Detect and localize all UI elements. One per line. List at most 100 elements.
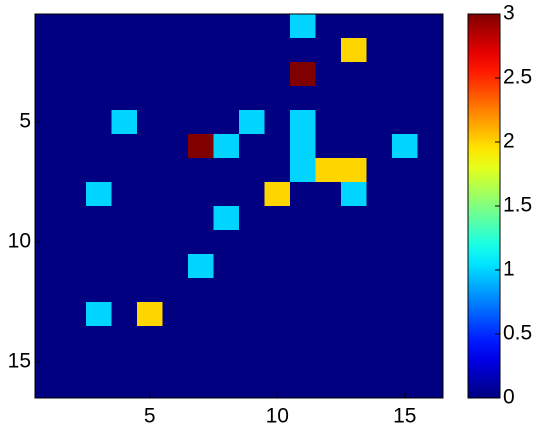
heatmap-cell	[60, 110, 87, 135]
heatmap-cell	[417, 374, 444, 399]
heatmap-cell	[60, 158, 87, 183]
x-tick-label: 5	[144, 405, 156, 428]
heatmap-cell	[366, 254, 393, 279]
heatmap-cell	[366, 158, 393, 183]
heatmap-cell	[341, 278, 367, 303]
heatmap-cell	[188, 326, 214, 351]
heatmap-cell	[86, 134, 112, 159]
heatmap-cell	[366, 14, 393, 39]
heatmap-cell	[417, 62, 444, 87]
heatmap-cell	[188, 62, 214, 87]
heatmap-cell	[188, 254, 214, 279]
heatmap-cell	[341, 110, 367, 135]
heatmap-cell	[290, 38, 316, 63]
heatmap-cell	[366, 134, 393, 159]
heatmap-cell	[366, 86, 393, 111]
heatmap-cell	[290, 14, 316, 39]
heatmap-cell	[60, 254, 87, 279]
y-tick-label: 10	[8, 230, 31, 253]
heatmap-cell	[213, 302, 240, 327]
heatmap-cell	[392, 302, 418, 327]
heatmap-cell	[137, 158, 163, 183]
heatmap-cell	[392, 350, 418, 375]
heatmap-cell	[239, 278, 265, 303]
heatmap-cell	[315, 134, 342, 159]
heatmap-cell	[60, 134, 87, 159]
heatmap-cell	[264, 254, 291, 279]
heatmap-cell	[239, 14, 265, 39]
heatmap-cell	[86, 182, 112, 207]
heatmap-cell	[213, 230, 240, 255]
heatmap-cell	[290, 86, 316, 111]
heatmap-cell	[341, 134, 367, 159]
heatmap-cell	[417, 278, 444, 303]
colorbar-tick-label: 0	[503, 386, 515, 409]
heatmap-cell	[188, 278, 214, 303]
heatmap-cell	[35, 206, 61, 231]
heatmap-cell	[366, 38, 393, 63]
heatmap-cell	[341, 62, 367, 87]
heatmap-cell	[341, 350, 367, 375]
heatmap-cell	[341, 254, 367, 279]
heatmap-cell	[60, 86, 87, 111]
heatmap-cell	[392, 326, 418, 351]
heatmap-cell	[35, 302, 61, 327]
heatmap-cell	[137, 326, 163, 351]
heatmap-cell	[290, 350, 316, 375]
heatmap-cell	[86, 230, 112, 255]
heatmap-cell	[264, 350, 291, 375]
heatmap-cell	[264, 62, 291, 87]
heatmap-cell	[86, 254, 112, 279]
heatmap-cell	[315, 254, 342, 279]
heatmap-cell	[239, 374, 265, 399]
heatmap-cell	[35, 374, 61, 399]
heatmap-cell	[188, 302, 214, 327]
heatmap-cell	[35, 134, 61, 159]
heatmap-cell	[264, 326, 291, 351]
heatmap-cell	[35, 254, 61, 279]
colorbar-tick-label: 1	[503, 258, 515, 281]
heatmap-cell	[290, 182, 316, 207]
heatmap-cell	[111, 302, 138, 327]
heatmap-cell	[417, 134, 444, 159]
heatmap-cell	[392, 182, 418, 207]
heatmap-cell	[162, 158, 189, 183]
heatmap-cell	[86, 374, 112, 399]
heatmap-cell	[60, 302, 87, 327]
heatmap-cell	[137, 62, 163, 87]
heatmap-cell	[290, 374, 316, 399]
heatmap-cell	[188, 14, 214, 39]
heatmap-cell	[315, 182, 342, 207]
heatmap-cell	[315, 62, 342, 87]
heatmap-cell	[35, 14, 61, 39]
heatmap-cell	[366, 374, 393, 399]
heatmap-cell	[213, 326, 240, 351]
heatmap-cell	[137, 350, 163, 375]
heatmap-cell	[162, 206, 189, 231]
heatmap-cell	[366, 206, 393, 231]
heatmap-cell	[213, 182, 240, 207]
heatmap-cell	[35, 326, 61, 351]
heatmap-cell	[137, 86, 163, 111]
heatmap-cell	[213, 254, 240, 279]
heatmap-cell	[392, 110, 418, 135]
heatmap-cell	[392, 134, 418, 159]
heatmap-cell	[162, 134, 189, 159]
heatmap-cell	[111, 254, 138, 279]
heatmap-cell	[111, 38, 138, 63]
heatmap-cell	[111, 350, 138, 375]
heatmap-cell	[162, 86, 189, 111]
heatmap-cell	[290, 206, 316, 231]
heatmap-cell	[111, 374, 138, 399]
heatmap-cell	[417, 302, 444, 327]
heatmap-cell	[60, 206, 87, 231]
heatmap-cell	[60, 374, 87, 399]
heatmap-cell	[137, 278, 163, 303]
heatmap-cell	[86, 302, 112, 327]
heatmap-cell	[290, 278, 316, 303]
y-tick-label: 5	[19, 110, 31, 133]
heatmap-cell	[86, 38, 112, 63]
heatmap-cell	[188, 38, 214, 63]
heatmap-cell	[213, 206, 240, 231]
heatmap-cell	[162, 374, 189, 399]
